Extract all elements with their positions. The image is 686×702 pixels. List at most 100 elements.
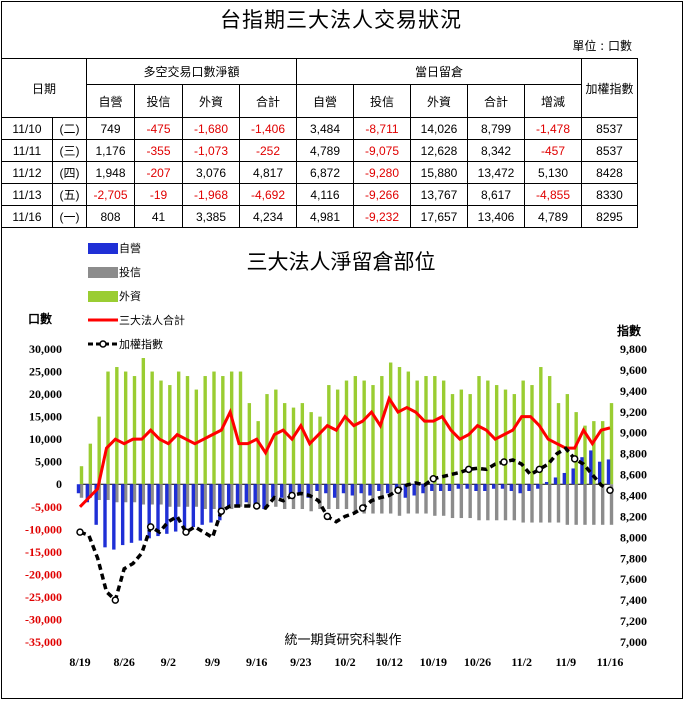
trust-bar bbox=[415, 484, 419, 514]
trust-bar bbox=[221, 484, 225, 510]
dealer-bar bbox=[350, 484, 355, 496]
foreign-bar bbox=[132, 376, 137, 485]
foreign-bar bbox=[79, 466, 84, 485]
table-cell: 4,789 bbox=[524, 205, 582, 228]
trust-bar bbox=[327, 484, 331, 510]
table-cell: 4,817 bbox=[239, 161, 297, 184]
dealer-bar bbox=[412, 484, 416, 496]
foreign-bar bbox=[547, 376, 552, 485]
table-cell: -9,075 bbox=[353, 139, 411, 162]
trust-bar bbox=[159, 484, 163, 505]
table-cell: -4,692 bbox=[239, 183, 297, 206]
table-cell: 3,385 bbox=[182, 205, 240, 228]
x-tick-label: 9/23 bbox=[290, 655, 311, 669]
foreign-bar bbox=[115, 367, 119, 485]
foreign-bar bbox=[583, 425, 587, 485]
x-tick-label: 11/9 bbox=[555, 655, 576, 669]
dealer-bar bbox=[120, 484, 125, 546]
foreign-bar bbox=[362, 380, 366, 485]
table-cell: 8428 bbox=[581, 161, 638, 184]
left-tick-label: -35,000 bbox=[25, 635, 62, 649]
dealer-bar bbox=[129, 484, 134, 543]
dealer-bar bbox=[147, 484, 151, 539]
trust-bar bbox=[565, 484, 570, 525]
trust-bar bbox=[344, 484, 349, 510]
x-tick-label: 8/26 bbox=[113, 655, 134, 669]
index-marker bbox=[606, 486, 614, 495]
dealer-bar bbox=[438, 484, 443, 491]
foreign-bar bbox=[406, 371, 411, 485]
dealer-bar bbox=[306, 484, 310, 498]
trust-bar bbox=[79, 484, 84, 498]
table-cell: -207 bbox=[134, 161, 183, 184]
trust-bar bbox=[503, 484, 508, 521]
foreign-bar bbox=[318, 416, 322, 485]
table-cell: 13,406 bbox=[467, 205, 525, 228]
x-tick-label: 9/16 bbox=[246, 655, 267, 669]
foreign-bar bbox=[521, 380, 525, 485]
dealer-bar bbox=[94, 484, 98, 525]
legend-label: 三大法人合計 bbox=[119, 313, 185, 327]
dealer-bar bbox=[271, 484, 275, 498]
foreign-bar bbox=[609, 403, 614, 485]
dealer-bar bbox=[173, 484, 178, 532]
index-marker bbox=[288, 491, 296, 500]
left-axis-title: 口數 bbox=[28, 311, 52, 326]
trust-bar bbox=[256, 484, 260, 507]
dealer-bar bbox=[553, 477, 558, 485]
column-header: 投信 bbox=[134, 84, 183, 118]
dealer-bar bbox=[597, 461, 602, 485]
trust-bar bbox=[556, 484, 561, 523]
table-cell: 1,176 bbox=[86, 139, 135, 162]
table-cell: -475 bbox=[134, 117, 183, 140]
right-tick-label: 8,200 bbox=[620, 509, 647, 523]
x-tick-label: 10/19 bbox=[420, 655, 447, 669]
index-marker bbox=[182, 528, 190, 536]
table-cell: 4,981 bbox=[296, 205, 354, 228]
dealer-bar bbox=[279, 484, 284, 498]
credit-text: 統一期貨研究科製作 bbox=[284, 632, 401, 648]
table-cell: -19 bbox=[134, 183, 183, 206]
foreign-bar bbox=[397, 367, 402, 485]
trust-bar bbox=[592, 484, 596, 525]
trust-bar bbox=[150, 484, 154, 505]
dealer-bar bbox=[182, 484, 187, 530]
foreign-bar bbox=[185, 376, 190, 485]
trust-bar bbox=[433, 484, 437, 516]
table-cell: (二) bbox=[52, 117, 87, 140]
trust-bar bbox=[203, 484, 207, 510]
dealer-bar bbox=[76, 484, 81, 494]
left-tick-label: -20,000 bbox=[25, 567, 62, 581]
left-tick-label: 25,000 bbox=[29, 365, 62, 379]
dealer-bar bbox=[536, 484, 540, 489]
column-header: 自營 bbox=[296, 84, 354, 118]
foreign-bar bbox=[380, 376, 384, 485]
index-marker bbox=[76, 528, 84, 536]
table-cell: (五) bbox=[52, 183, 87, 206]
dealer-bar bbox=[332, 484, 337, 498]
dealer-bar bbox=[430, 484, 434, 491]
dealer-bar bbox=[518, 484, 522, 494]
foreign-bar bbox=[256, 421, 260, 485]
dealer-bar bbox=[112, 484, 116, 550]
trust-bar bbox=[397, 484, 402, 516]
trust-bar bbox=[247, 484, 252, 507]
trust-bar bbox=[141, 484, 146, 505]
right-tick-label: 8,600 bbox=[620, 468, 647, 482]
date-header: 日期 bbox=[1, 58, 87, 118]
foreign-bar bbox=[123, 371, 128, 485]
foreign-bar bbox=[97, 416, 101, 485]
dealer-bar bbox=[235, 484, 240, 507]
trust-bar bbox=[441, 484, 446, 516]
foreign-bar bbox=[344, 380, 349, 485]
dealer-bar bbox=[606, 459, 611, 485]
trust-bar bbox=[115, 484, 119, 503]
dealer-bar bbox=[297, 484, 302, 496]
foreign-bar bbox=[300, 403, 305, 485]
dealer-bar bbox=[377, 484, 381, 491]
right-tick-label: 7,600 bbox=[620, 572, 647, 586]
index-header: 加權指數 bbox=[581, 58, 638, 118]
trust-bar bbox=[600, 484, 605, 525]
